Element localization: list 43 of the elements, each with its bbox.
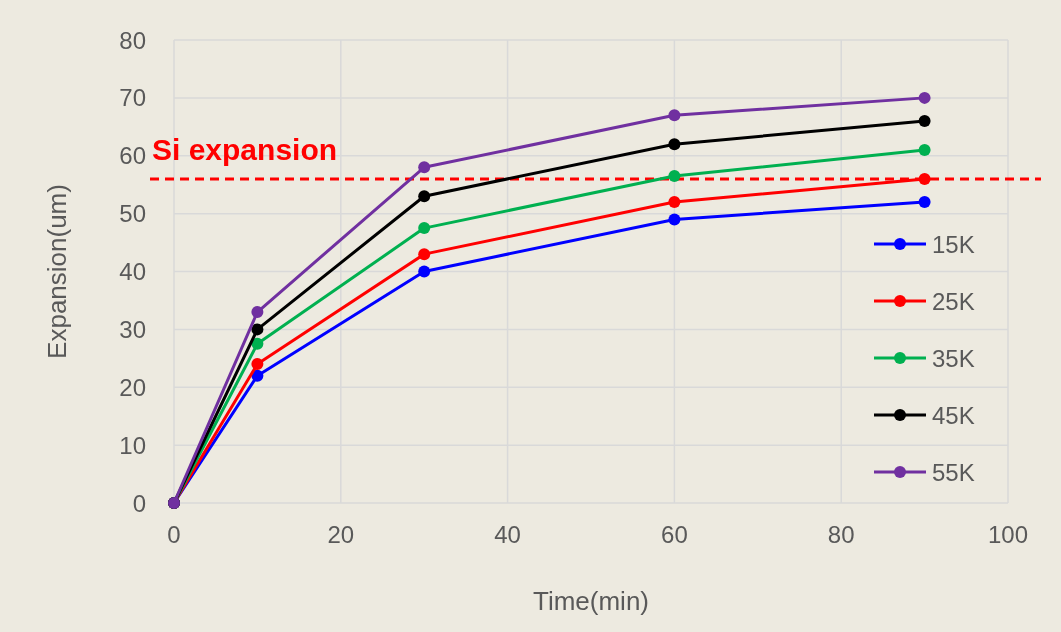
point [418,265,431,278]
x-tick-label: 60 [661,521,688,548]
legend-label: 55K [932,458,975,486]
y-tick-label: 50 [119,200,146,228]
y-tick-label: 40 [119,258,146,285]
x-tick-label: 0 [167,521,181,548]
point [918,143,931,156]
y-axis-title: Expansion(um) [42,184,72,359]
x-tick-label: 100 [987,521,1029,548]
y-tick-label: 80 [119,26,146,54]
x-tick-label: 40 [494,521,521,548]
point [668,196,681,209]
y-tick-label: 60 [119,142,146,170]
y-tick-label: 10 [119,431,146,459]
point [918,172,931,185]
point [418,248,431,261]
point [251,306,264,319]
point [251,337,264,350]
point [918,115,931,128]
legend-label: 15K [932,230,975,258]
legend-label: 35K [932,344,975,372]
point [668,170,681,183]
y-tick-label: 30 [119,315,146,343]
ref-line-label: Si expansion [152,132,338,166]
point [668,213,681,226]
point [251,358,264,371]
x-tick-label: 20 [327,521,355,548]
point [418,190,431,203]
point [668,109,681,122]
x-tick-label: 80 [827,521,855,548]
point [418,222,431,235]
x-axis-title: Time(min) [532,586,650,616]
point [668,138,681,151]
point [418,161,431,174]
y-tick-label: 70 [119,84,146,112]
point [918,196,931,209]
point [251,369,264,382]
point [918,91,931,104]
y-tick-label: 0 [132,489,146,517]
legend-label: 25K [932,287,975,315]
legend-label: 45K [932,401,975,429]
point [251,323,264,336]
y-tick-label: 20 [119,373,146,401]
